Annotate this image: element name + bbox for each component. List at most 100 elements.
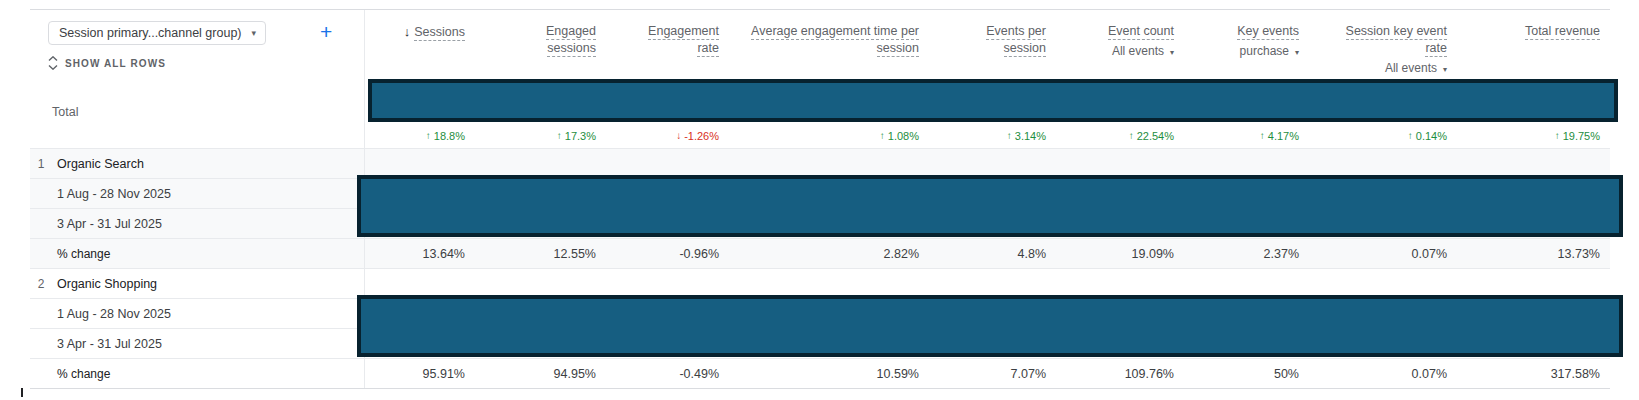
dimension-selector-label: Session primary...channel group) (59, 26, 242, 40)
empty-cell (475, 149, 606, 178)
percent-change-label: % change (57, 247, 110, 261)
column-header-engagement-rate[interactable]: Engagementrate (606, 10, 729, 77)
empty-cell (1457, 149, 1610, 178)
total-change-value: 19.75% (1563, 130, 1600, 142)
arrow-up-icon: ↑ (1408, 130, 1413, 141)
percent-change-value-cell: 94.95% (475, 359, 606, 388)
percent-change-row: % change95.91%94.95%-0.49%10.59%7.07%109… (30, 358, 1610, 388)
total-change-cell: ↓-1.26% (606, 123, 729, 148)
column-header-label: Sessions (414, 25, 465, 41)
column-header-event-count[interactable]: Event count All events▾ (1056, 10, 1184, 77)
channel-label-cell: 2Organic Shopping (30, 269, 365, 298)
column-header-label: session (1004, 41, 1046, 57)
header-line: Average engagement time per (729, 23, 919, 40)
column-header-label: Event count (1108, 24, 1174, 40)
metric-selector-key-events[interactable]: purchase▾ (1184, 43, 1299, 60)
caret-down-icon: ▾ (1443, 65, 1447, 74)
header-line: session (929, 40, 1046, 57)
date-label-cell: 1 Aug - 28 Nov 2025 (30, 179, 365, 208)
show-all-rows-button[interactable]: SHOW ALL ROWS (48, 56, 166, 70)
column-header-sessions[interactable]: ↓Sessions (365, 10, 475, 77)
column-header-total-revenue[interactable]: Total revenue (1457, 10, 1610, 77)
redaction-overlay-total (368, 79, 1618, 122)
total-change-value: 18.8% (434, 130, 465, 142)
arrow-up-icon: ↑ (1555, 130, 1560, 141)
metric-selector-label: All events (1112, 44, 1164, 58)
header-line: rate (606, 40, 719, 57)
percent-change-label-cell: % change (30, 359, 365, 388)
percent-change-value-cell: 2.82% (729, 239, 929, 268)
column-header-engaged-sessions[interactable]: Engagedsessions (475, 10, 606, 77)
percent-change-value-cell: 0.07% (1309, 359, 1457, 388)
total-change-cell: ↑22.54% (1056, 123, 1184, 148)
header-line: Session key event (1309, 23, 1447, 40)
total-change-cell: ↑17.3% (475, 123, 606, 148)
empty-cell (1184, 269, 1309, 298)
empty-cell (1309, 269, 1457, 298)
percent-change-label-cell: % change (30, 239, 365, 268)
column-header-label: Engagement (648, 24, 719, 40)
percent-change-value-cell: 317.58% (1457, 359, 1610, 388)
header-line: Events per (929, 23, 1046, 40)
total-change-value: 1.08% (888, 130, 919, 142)
column-header-label: Total revenue (1525, 24, 1600, 40)
channel-label-cell: 1Organic Search (30, 149, 365, 178)
redaction-overlay-row1 (357, 175, 1623, 237)
arrow-up-icon: ↑ (557, 130, 562, 141)
percent-change-value-cell: 13.73% (1457, 239, 1610, 268)
date-range-label: 3 Apr - 31 Jul 2025 (57, 337, 162, 351)
header-line: Total revenue (1457, 23, 1600, 40)
arrow-up-icon: ↑ (426, 130, 431, 141)
date-label-cell: 3 Apr - 31 Jul 2025 (30, 329, 365, 358)
date-label-cell: 3 Apr - 31 Jul 2025 (30, 209, 365, 238)
metric-selector-label: All events (1385, 61, 1437, 75)
percent-change-value-cell: 109.76% (1056, 359, 1184, 388)
channel-row: 2Organic Shopping (30, 268, 1610, 298)
total-change-cell: ↑1.08% (729, 123, 929, 148)
percent-change-value-cell: 2.37% (1184, 239, 1309, 268)
header-line: Engaged (475, 23, 596, 40)
percent-change-value-cell: 7.07% (929, 359, 1056, 388)
percent-change-value-cell: -0.96% (606, 239, 729, 268)
column-header-label: Average engagement time per (751, 24, 919, 40)
date-range-label: 3 Apr - 31 Jul 2025 (57, 217, 162, 231)
total-change-cell: ↑0.14% (1309, 123, 1457, 148)
column-header-avg-engagement-time[interactable]: Average engagement time persession (729, 10, 929, 77)
header-line: Event count (1056, 23, 1174, 40)
empty-cell (1056, 149, 1184, 178)
show-all-rows-label: SHOW ALL ROWS (65, 58, 166, 69)
empty-cell (929, 269, 1056, 298)
empty-cell (365, 269, 475, 298)
total-change-value: -1.26% (684, 130, 719, 142)
row-number: 2 (30, 277, 52, 291)
analytics-comparison-table: Session primary...channel group) ▾ + SHO… (0, 0, 1639, 400)
header-line: Engagement (606, 23, 719, 40)
arrow-up-icon: ↑ (1260, 130, 1265, 141)
arrow-up-icon: ↑ (880, 130, 885, 141)
percent-change-label: % change (57, 367, 110, 381)
redaction-overlay-row2 (357, 295, 1623, 357)
percent-change-value-cell: 4.8% (929, 239, 1056, 268)
metric-selector-session-key-event-rate[interactable]: All events ▾ (1309, 60, 1447, 77)
column-header-key-events[interactable]: Key eventspurchase▾ (1184, 10, 1309, 77)
column-header-session-key-event-rate[interactable]: Session key eventrateAll events▾ (1309, 10, 1457, 77)
percent-change-value-cell: 10.59% (729, 359, 929, 388)
column-header-events-per-session[interactable]: Events persession (929, 10, 1056, 77)
arrow-up-icon: ↑ (1129, 130, 1134, 141)
caret-down-icon: ▾ (1295, 48, 1299, 57)
unfold-more-icon (48, 56, 58, 70)
metric-selector-event-count[interactable]: All events▾ (1056, 43, 1174, 60)
dimension-selector[interactable]: Session primary...channel group) ▾ (48, 21, 266, 45)
percent-change-value-cell: 19.09% (1056, 239, 1184, 268)
empty-cell (729, 149, 929, 178)
add-dimension-button[interactable]: + (320, 20, 332, 44)
percent-change-value-cell: 12.55% (475, 239, 606, 268)
empty-cell (475, 269, 606, 298)
total-change-value: 22.54% (1137, 130, 1174, 142)
arrow-up-icon: ↑ (1007, 130, 1012, 141)
empty-cell (729, 269, 929, 298)
table-controls: Session primary...channel group) ▾ + SHO… (30, 10, 365, 77)
total-label: Total (52, 105, 78, 119)
column-header-label: session (877, 41, 919, 57)
percent-change-row: % change13.64%12.55%-0.96%2.82%4.8%19.09… (30, 238, 1610, 268)
